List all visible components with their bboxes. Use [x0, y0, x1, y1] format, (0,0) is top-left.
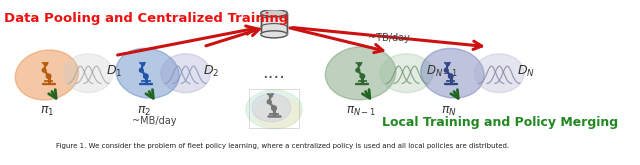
Circle shape [42, 68, 46, 72]
Text: Data Pooling and Centralized Training: Data Pooling and Centralized Training [4, 12, 289, 25]
Circle shape [358, 63, 361, 66]
Circle shape [140, 68, 143, 72]
Ellipse shape [63, 54, 113, 93]
Ellipse shape [246, 90, 302, 129]
Ellipse shape [421, 48, 484, 98]
Text: ~TB/day: ~TB/day [368, 33, 410, 43]
Ellipse shape [260, 31, 287, 38]
Ellipse shape [475, 54, 524, 93]
Text: $\pi_N$: $\pi_N$ [441, 105, 457, 118]
Circle shape [269, 94, 273, 97]
Text: $D_{N-1}$: $D_{N-1}$ [426, 64, 458, 79]
Text: ~MB/day: ~MB/day [132, 116, 177, 126]
Circle shape [143, 74, 148, 79]
Circle shape [141, 63, 145, 66]
Text: ....: .... [262, 64, 285, 82]
Text: $D_2$: $D_2$ [204, 64, 220, 79]
Circle shape [446, 63, 449, 66]
Text: Local Training and Policy Merging: Local Training and Policy Merging [382, 116, 618, 129]
Ellipse shape [260, 10, 287, 17]
Circle shape [444, 68, 448, 72]
Ellipse shape [380, 54, 433, 93]
FancyBboxPatch shape [260, 13, 287, 34]
Text: $\pi_1$: $\pi_1$ [40, 105, 54, 118]
Text: $\pi_{N-1}$: $\pi_{N-1}$ [346, 105, 376, 118]
Ellipse shape [15, 50, 79, 100]
Circle shape [356, 68, 360, 72]
Ellipse shape [116, 48, 179, 98]
Circle shape [449, 74, 453, 79]
Ellipse shape [325, 47, 396, 100]
Circle shape [44, 63, 47, 66]
Text: Figure 1. We consider the problem of fleet policy learning, where a centralized : Figure 1. We consider the problem of fle… [56, 143, 509, 149]
Text: $D_1$: $D_1$ [106, 64, 122, 79]
Circle shape [46, 74, 51, 79]
Text: $\pi_2$: $\pi_2$ [137, 105, 151, 118]
Circle shape [268, 100, 271, 104]
Ellipse shape [252, 94, 291, 122]
Ellipse shape [255, 96, 301, 128]
Ellipse shape [161, 54, 211, 93]
Circle shape [360, 74, 365, 79]
Circle shape [271, 106, 276, 111]
Text: $D_N$: $D_N$ [517, 64, 535, 79]
